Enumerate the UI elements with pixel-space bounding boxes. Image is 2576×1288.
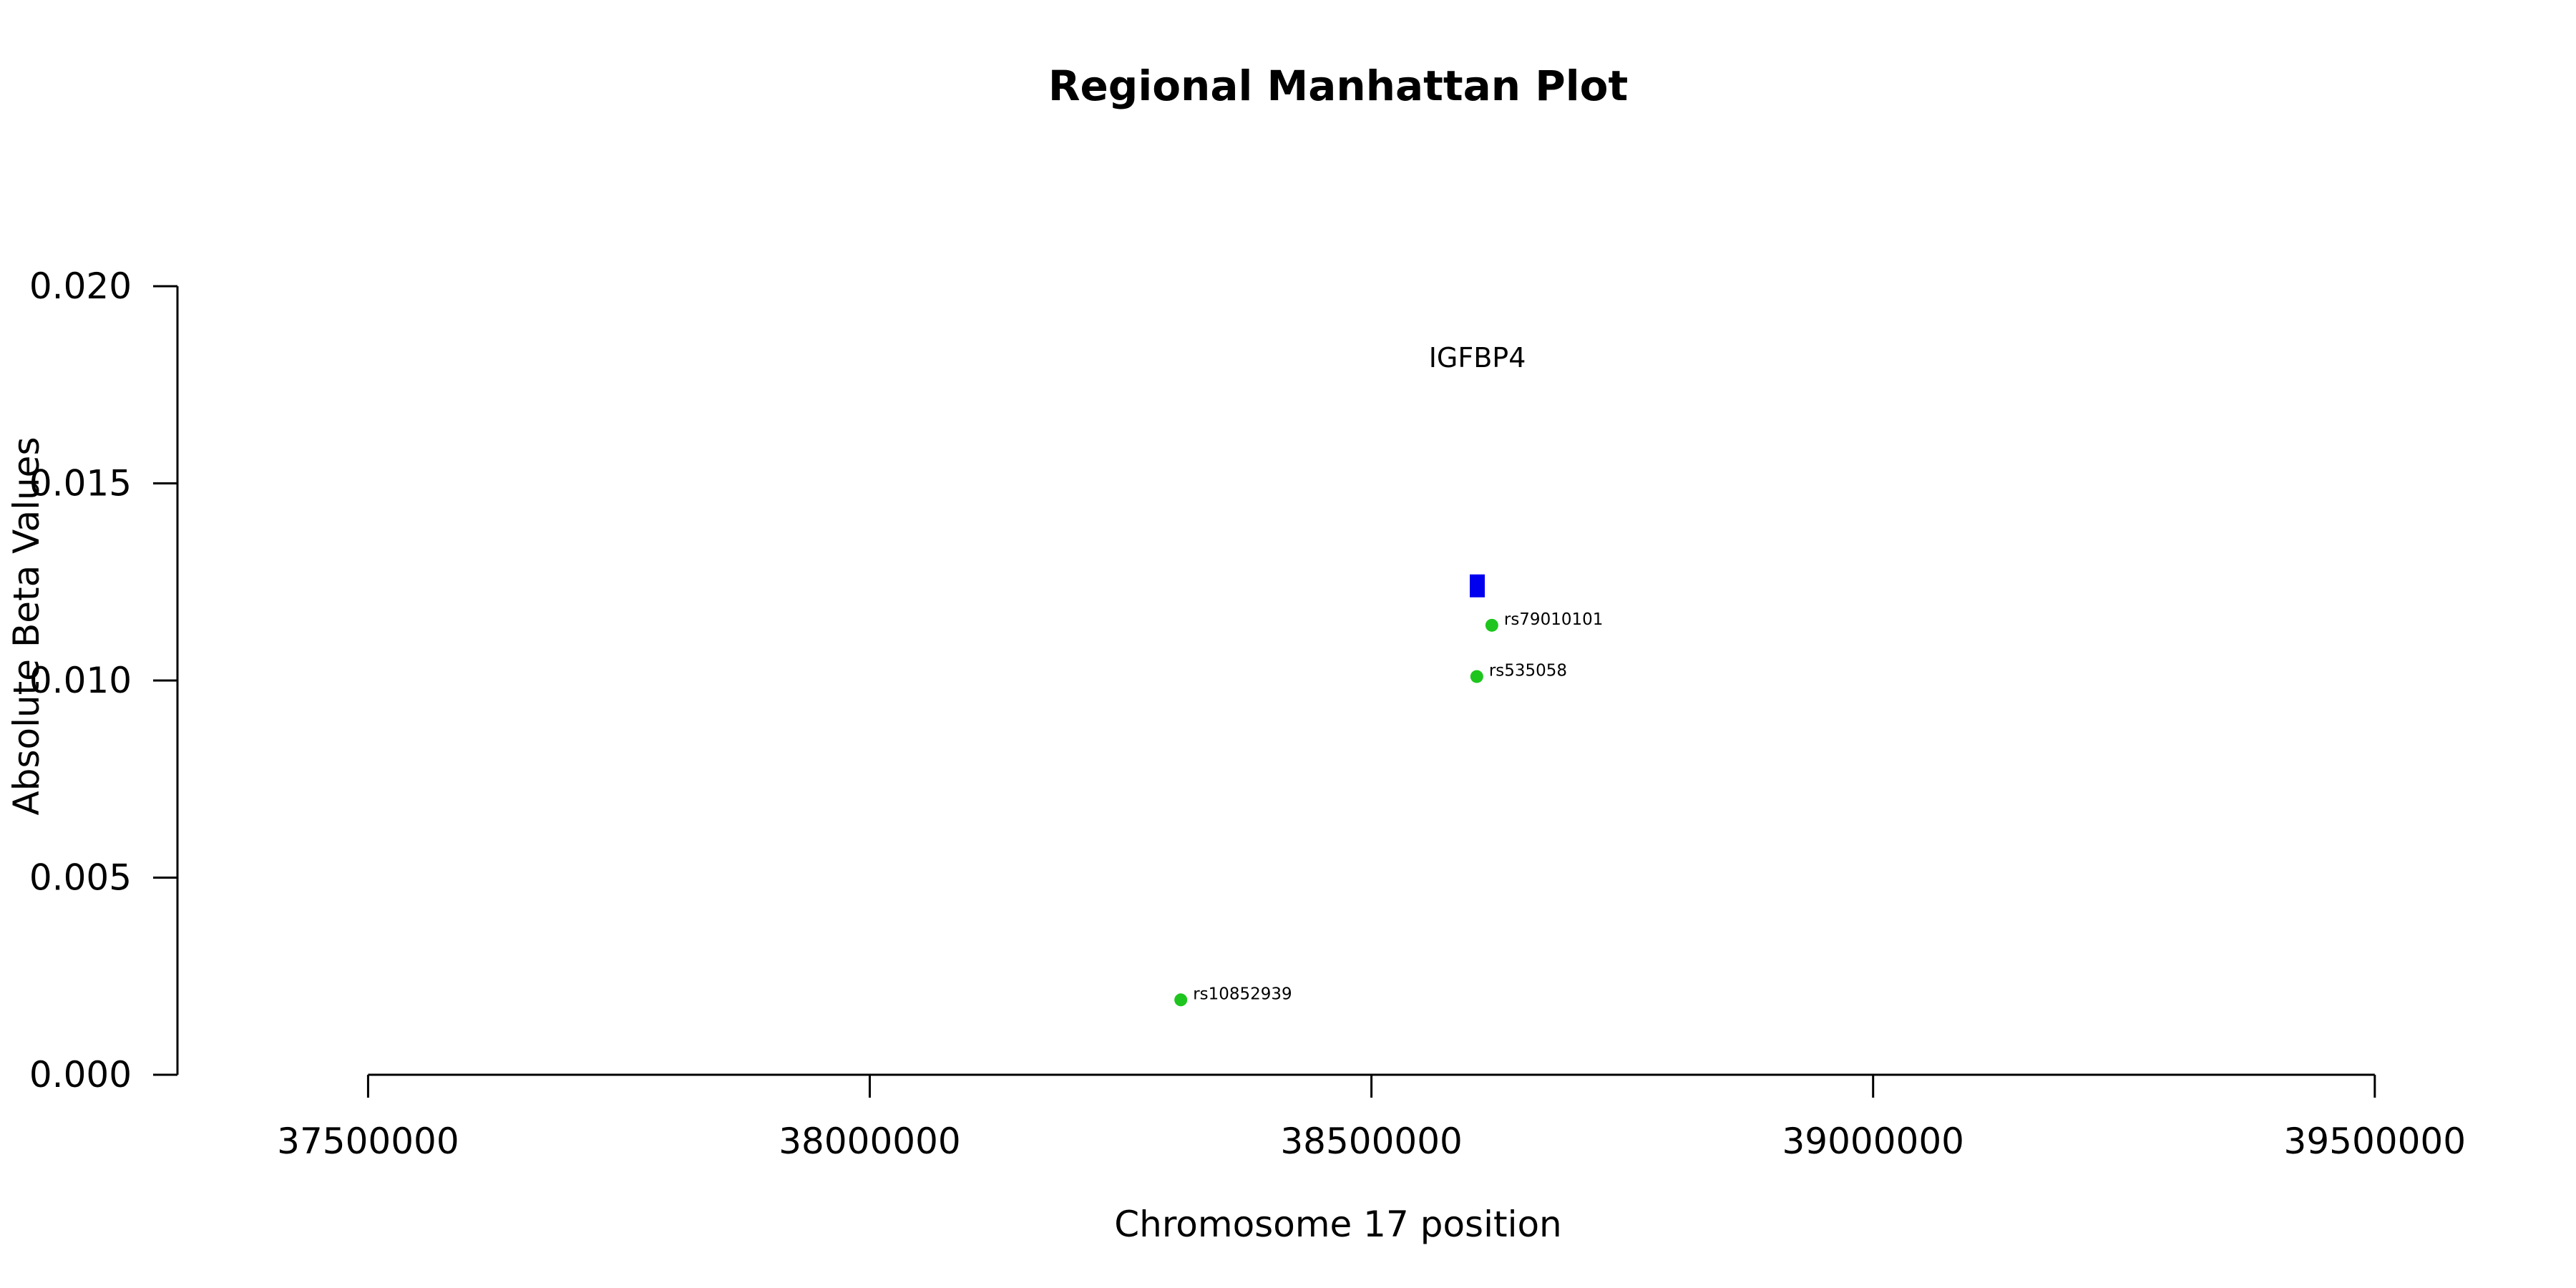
snp-point xyxy=(1485,618,1498,632)
y-tick-label: 0.005 xyxy=(29,857,132,899)
snp-point xyxy=(1174,993,1188,1007)
y-tick-label: 0.020 xyxy=(29,265,132,307)
x-tick-label: 38000000 xyxy=(779,1121,961,1162)
points-layer: rs79010101 rs535058 rs10852939 xyxy=(1174,610,1604,1007)
gene-label: IGFBP4 xyxy=(1429,342,1526,374)
y-tick-label: 0.015 xyxy=(29,463,132,504)
gene-marker xyxy=(1470,574,1485,597)
gene-layer: IGFBP4 xyxy=(1429,342,1526,597)
snp-label: rs535058 xyxy=(1489,661,1567,680)
y-axis-label: Absolute Beta Values xyxy=(6,437,47,816)
axes: 0.000 0.005 0.010 0.015 0.020 37500000 3800000… xyxy=(29,265,2466,1162)
x-axis-label: Chromosome 17 position xyxy=(1114,1204,1562,1245)
snp-label: rs79010101 xyxy=(1504,610,1604,629)
x-tick-label: 37500000 xyxy=(277,1121,459,1162)
snp-label: rs10852939 xyxy=(1193,985,1292,1003)
x-tick-label: 39000000 xyxy=(1782,1121,1964,1162)
chart-title: Regional Manhattan Plot xyxy=(1048,62,1628,110)
x-tick-label: 39500000 xyxy=(2284,1121,2467,1162)
y-tick-label: 0.000 xyxy=(29,1054,132,1096)
y-tick-label: 0.010 xyxy=(29,660,132,701)
x-tick-label: 38500000 xyxy=(1280,1121,1463,1162)
snp-point xyxy=(1470,670,1483,683)
